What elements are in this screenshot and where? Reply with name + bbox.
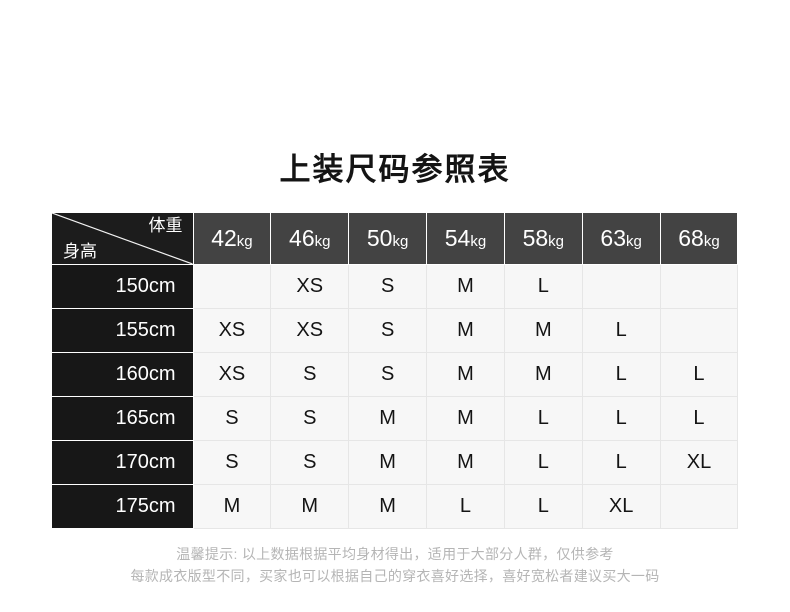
size-cell-165cm-63kg: L xyxy=(581,396,661,441)
weight-value: 46 xyxy=(289,225,315,251)
size-cell-165cm-68kg: L xyxy=(659,396,739,441)
weight-column-header-54kg: 54kg xyxy=(426,213,505,265)
size-cell-170cm-68kg: XL xyxy=(659,440,739,485)
size-cell-155cm-63kg: L xyxy=(581,308,661,353)
size-cell-160cm-42kg: XS xyxy=(192,352,272,397)
size-cell-175cm-46kg: M xyxy=(270,484,350,529)
weight-column-header-42kg: 42kg xyxy=(192,213,272,265)
table-row: 175cm M M M L L XL xyxy=(52,484,739,529)
size-cell-170cm-54kg: M xyxy=(426,440,505,485)
weight-unit: kg xyxy=(392,233,409,250)
weight-column-header-68kg: 68kg xyxy=(659,213,739,265)
size-reference-table: 体重 身高 42kg 46kg 50kg 54kg 58kg 63kg 68kg 150cm… xyxy=(52,213,739,529)
table-row: 165cm S S M M L L L xyxy=(52,396,739,441)
size-cell-165cm-42kg: S xyxy=(192,396,272,441)
footer-note-line-2: 每款成衣版型不同，买家也可以根据自己的穿衣喜好选择，喜好宽松者建议买大一码 xyxy=(130,568,660,584)
size-cell-165cm-58kg: L xyxy=(503,396,583,441)
size-cell-150cm-42kg xyxy=(192,264,272,309)
size-table-container: 体重 身高 42kg 46kg 50kg 54kg 58kg 63kg 68kg 150cm… xyxy=(52,213,739,529)
table-row: 170cm S S M M L L XL xyxy=(52,440,739,485)
weight-value: 42 xyxy=(211,225,237,251)
weight-unit: kg xyxy=(236,233,253,250)
weight-unit: kg xyxy=(703,233,720,250)
weight-unit: kg xyxy=(314,233,331,250)
size-cell-150cm-58kg: L xyxy=(503,264,583,309)
size-cell-150cm-68kg xyxy=(659,264,739,309)
page-title: 上装尺码参照表 xyxy=(279,152,511,187)
weight-unit: kg xyxy=(626,233,642,250)
height-row-header-175cm: 175cm xyxy=(52,484,194,529)
weight-column-header-46kg: 46kg xyxy=(270,213,350,265)
footer-note-line-1: 温馨提示: 以上数据根据平均身材得出，适用于大部分人群，仅供参考 xyxy=(176,546,614,562)
size-cell-155cm-50kg: S xyxy=(348,308,428,353)
weight-column-header-58kg: 58kg xyxy=(503,213,583,265)
height-row-header-160cm: 160cm xyxy=(52,352,194,397)
weight-value: 50 xyxy=(366,225,393,251)
size-cell-165cm-54kg: M xyxy=(426,396,505,441)
size-cell-160cm-63kg: L xyxy=(581,352,661,397)
size-cell-160cm-46kg: S xyxy=(270,352,350,397)
size-cell-175cm-63kg: XL xyxy=(581,484,661,529)
size-cell-155cm-68kg xyxy=(659,308,739,353)
size-cell-170cm-50kg: M xyxy=(348,440,428,485)
weight-unit: kg xyxy=(470,233,487,250)
table-row: 160cm XS S S M M L L xyxy=(52,352,739,397)
height-row-header-170cm: 170cm xyxy=(52,440,194,485)
height-row-header-150cm: 150cm xyxy=(52,264,194,309)
size-cell-155cm-58kg: M xyxy=(503,308,583,353)
size-cell-175cm-58kg: L xyxy=(503,484,583,529)
size-cell-160cm-54kg: M xyxy=(426,352,505,397)
height-axis-label: 身高 xyxy=(63,242,97,261)
size-cell-150cm-50kg: S xyxy=(348,264,428,309)
weight-value: 63 xyxy=(600,225,627,251)
size-cell-150cm-46kg: XS xyxy=(270,264,350,309)
weight-unit: kg xyxy=(548,233,565,250)
height-row-header-155cm: 155cm xyxy=(52,308,194,353)
size-cell-165cm-46kg: S xyxy=(270,396,350,441)
table-body: 150cm XS S M L 155cm XS XS S M M L 160cm XS S S M M L L 165c… xyxy=(52,264,739,529)
weight-value: 54 xyxy=(444,225,471,251)
size-cell-160cm-58kg: M xyxy=(503,352,583,397)
footer-notes: 温馨提示: 以上数据根据平均身材得出，适用于大部分人群，仅供参考 每款成衣版型不… xyxy=(0,543,790,587)
weight-column-header-50kg: 50kg xyxy=(348,213,428,265)
size-cell-150cm-63kg xyxy=(581,264,661,309)
size-cell-170cm-46kg: S xyxy=(270,440,350,485)
size-cell-170cm-42kg: S xyxy=(192,440,272,485)
size-cell-155cm-46kg: XS xyxy=(270,308,350,353)
table-header: 体重 身高 42kg 46kg 50kg 54kg 58kg 63kg 68kg xyxy=(52,213,739,265)
size-cell-160cm-50kg: S xyxy=(348,352,428,397)
size-cell-175cm-54kg: L xyxy=(426,484,505,529)
size-cell-170cm-58kg: L xyxy=(503,440,583,485)
size-cell-150cm-54kg: M xyxy=(426,264,505,309)
weight-value: 68 xyxy=(678,225,704,251)
weight-axis-label: 体重 xyxy=(148,216,183,235)
size-cell-170cm-63kg: L xyxy=(581,440,661,485)
size-cell-155cm-54kg: M xyxy=(426,308,505,353)
size-cell-160cm-68kg: L xyxy=(659,352,739,397)
weight-value: 58 xyxy=(522,225,549,251)
table-row: 150cm XS S M L xyxy=(52,264,739,309)
weight-column-header-63kg: 63kg xyxy=(581,213,661,265)
height-row-header-165cm: 165cm xyxy=(52,396,194,441)
corner-axis-cell: 体重 身高 xyxy=(52,213,194,265)
size-cell-175cm-50kg: M xyxy=(348,484,428,529)
size-cell-165cm-50kg: M xyxy=(348,396,428,441)
header-row: 体重 身高 42kg 46kg 50kg 54kg 58kg 63kg 68kg xyxy=(52,213,739,265)
size-cell-175cm-42kg: M xyxy=(192,484,272,529)
table-row: 155cm XS XS S M M L xyxy=(52,308,739,353)
size-cell-155cm-42kg: XS xyxy=(192,308,272,353)
size-cell-175cm-68kg xyxy=(659,484,739,529)
